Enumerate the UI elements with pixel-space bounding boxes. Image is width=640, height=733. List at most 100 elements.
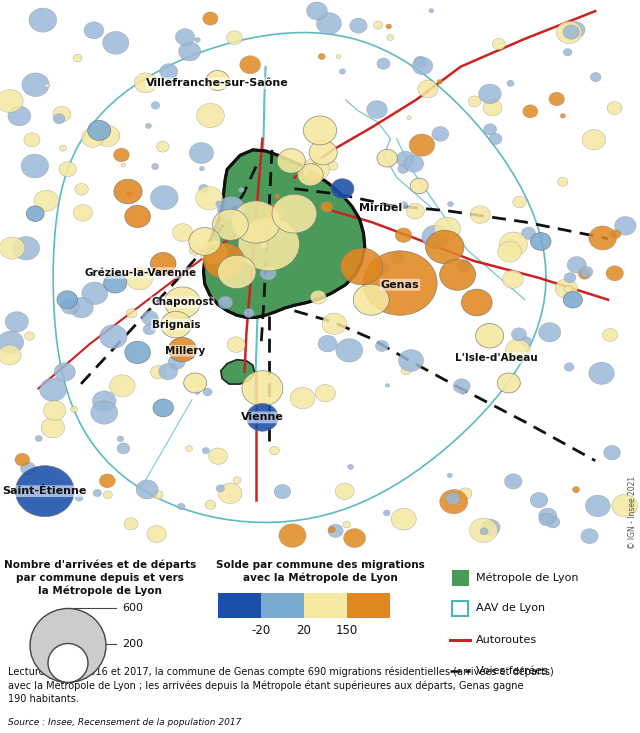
Circle shape xyxy=(74,205,93,221)
Circle shape xyxy=(502,270,524,288)
Circle shape xyxy=(373,21,383,29)
Text: Grézieu-la-Varenne: Grézieu-la-Varenne xyxy=(84,268,197,278)
Circle shape xyxy=(530,493,548,508)
Circle shape xyxy=(340,248,383,284)
Circle shape xyxy=(606,266,623,281)
Circle shape xyxy=(91,401,118,424)
Circle shape xyxy=(407,116,412,119)
Circle shape xyxy=(53,114,65,124)
Circle shape xyxy=(483,100,502,116)
Circle shape xyxy=(447,202,453,207)
Circle shape xyxy=(363,251,437,315)
Circle shape xyxy=(336,339,363,362)
Circle shape xyxy=(100,325,127,348)
Circle shape xyxy=(412,57,433,75)
Circle shape xyxy=(172,224,193,241)
Text: Nombre d'arrivées et de départs: Nombre d'arrivées et de départs xyxy=(4,560,196,570)
Circle shape xyxy=(0,331,24,353)
Circle shape xyxy=(602,328,618,342)
Polygon shape xyxy=(221,360,255,384)
Circle shape xyxy=(506,339,531,361)
Text: Solde par commune des migrations: Solde par commune des migrations xyxy=(216,560,424,570)
Text: avec la Métropole de Lyon: avec la Métropole de Lyon xyxy=(243,572,397,583)
Circle shape xyxy=(206,70,229,90)
Text: Voies ferrées: Voies ferrées xyxy=(476,666,548,676)
Text: -20: -20 xyxy=(252,624,271,637)
Circle shape xyxy=(353,284,389,315)
Circle shape xyxy=(242,371,283,406)
Circle shape xyxy=(127,268,152,290)
Circle shape xyxy=(399,350,424,372)
Circle shape xyxy=(343,521,351,528)
Circle shape xyxy=(461,261,466,265)
Circle shape xyxy=(150,366,166,379)
Circle shape xyxy=(20,462,35,475)
Circle shape xyxy=(35,435,42,441)
Circle shape xyxy=(470,518,498,542)
Circle shape xyxy=(612,495,637,517)
Circle shape xyxy=(161,312,191,338)
Circle shape xyxy=(476,323,504,348)
Text: Millery: Millery xyxy=(166,346,205,356)
Circle shape xyxy=(328,526,335,533)
Circle shape xyxy=(499,232,527,257)
Circle shape xyxy=(203,388,212,396)
Circle shape xyxy=(580,266,593,278)
Circle shape xyxy=(321,202,333,213)
Circle shape xyxy=(204,243,244,279)
Circle shape xyxy=(160,64,178,79)
Circle shape xyxy=(13,237,40,260)
Circle shape xyxy=(513,196,526,207)
Circle shape xyxy=(53,106,71,122)
Circle shape xyxy=(186,446,193,452)
Circle shape xyxy=(440,259,476,290)
Circle shape xyxy=(397,164,408,174)
Circle shape xyxy=(30,608,106,682)
Circle shape xyxy=(582,130,605,150)
Circle shape xyxy=(539,513,554,526)
Circle shape xyxy=(218,296,233,309)
Circle shape xyxy=(572,487,580,493)
Circle shape xyxy=(113,148,129,162)
Circle shape xyxy=(335,483,354,499)
Circle shape xyxy=(316,12,341,34)
Circle shape xyxy=(227,31,243,45)
Circle shape xyxy=(549,92,564,106)
Circle shape xyxy=(426,230,464,264)
Circle shape xyxy=(150,185,178,210)
Text: L'Isle-d'Abeau: L'Isle-d'Abeau xyxy=(454,353,538,363)
Circle shape xyxy=(29,8,57,32)
Circle shape xyxy=(579,268,591,279)
Text: Villefranche-sur-Saône: Villefranche-sur-Saône xyxy=(146,78,289,88)
Circle shape xyxy=(216,201,222,207)
Text: Métropole de Lyon: Métropole de Lyon xyxy=(476,572,579,583)
Circle shape xyxy=(563,48,572,56)
Circle shape xyxy=(461,289,492,316)
Circle shape xyxy=(344,528,365,548)
Bar xyxy=(452,570,468,585)
Circle shape xyxy=(418,81,438,97)
Circle shape xyxy=(563,292,582,308)
Circle shape xyxy=(232,201,280,243)
Circle shape xyxy=(126,309,137,318)
Circle shape xyxy=(318,335,337,352)
Circle shape xyxy=(145,123,152,128)
Circle shape xyxy=(307,171,319,182)
Circle shape xyxy=(589,362,614,384)
Circle shape xyxy=(141,311,158,325)
Circle shape xyxy=(498,241,522,262)
Circle shape xyxy=(34,190,58,211)
Circle shape xyxy=(611,229,621,238)
Circle shape xyxy=(309,141,337,165)
Circle shape xyxy=(179,42,200,61)
Circle shape xyxy=(260,266,276,280)
Circle shape xyxy=(385,383,390,387)
Polygon shape xyxy=(204,150,365,317)
Circle shape xyxy=(8,106,31,126)
Circle shape xyxy=(102,32,129,54)
Circle shape xyxy=(376,340,388,352)
Circle shape xyxy=(437,79,442,84)
Circle shape xyxy=(196,103,225,128)
Circle shape xyxy=(480,528,488,535)
Circle shape xyxy=(21,154,49,178)
